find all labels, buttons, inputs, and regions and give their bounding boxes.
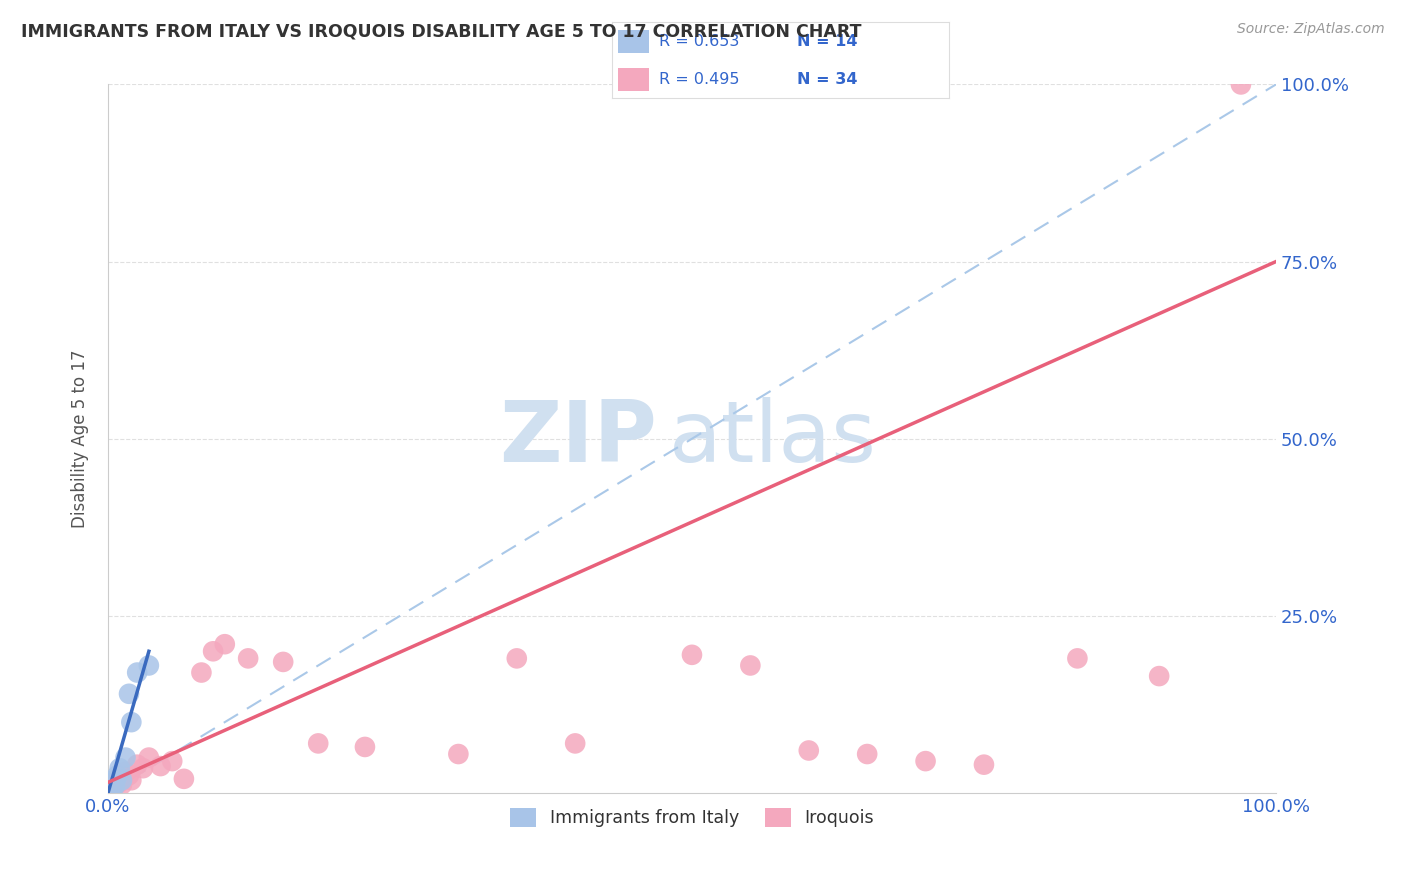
Point — [108, 775, 131, 789]
Point — [190, 665, 212, 680]
Point — [1066, 651, 1088, 665]
Point — [103, 780, 125, 795]
Point — [105, 768, 128, 782]
Point — [856, 747, 879, 761]
Text: IMMIGRANTS FROM ITALY VS IROQUOIS DISABILITY AGE 5 TO 17 CORRELATION CHART: IMMIGRANTS FROM ITALY VS IROQUOIS DISABI… — [21, 22, 862, 40]
Point — [98, 782, 121, 797]
Point — [740, 658, 762, 673]
Point — [564, 736, 586, 750]
Point — [681, 648, 703, 662]
Text: N = 34: N = 34 — [797, 71, 858, 87]
Point — [127, 757, 149, 772]
Point — [120, 773, 142, 788]
Point — [271, 655, 294, 669]
Point — [797, 743, 820, 757]
Point — [105, 772, 128, 786]
Point — [1147, 669, 1170, 683]
Point — [236, 651, 259, 665]
Point — [105, 772, 128, 786]
Point — [100, 782, 122, 797]
Point — [127, 665, 149, 680]
Y-axis label: Disability Age 5 to 17: Disability Age 5 to 17 — [72, 350, 89, 528]
Point — [307, 736, 329, 750]
Point — [173, 772, 195, 786]
FancyBboxPatch shape — [619, 68, 648, 91]
Point — [202, 644, 225, 658]
Text: Source: ZipAtlas.com: Source: ZipAtlas.com — [1237, 22, 1385, 37]
FancyBboxPatch shape — [619, 30, 648, 53]
Point — [160, 754, 183, 768]
Point — [973, 757, 995, 772]
Text: ZIP: ZIP — [499, 397, 657, 480]
Text: R = 0.495: R = 0.495 — [659, 71, 740, 87]
Point — [914, 754, 936, 768]
Text: atlas: atlas — [669, 397, 876, 480]
Point — [118, 768, 141, 782]
Point — [138, 750, 160, 764]
Point — [103, 775, 125, 789]
Point — [138, 658, 160, 673]
Point — [354, 739, 377, 754]
Point — [101, 780, 124, 795]
Point — [120, 715, 142, 730]
Point — [98, 784, 121, 798]
Point — [104, 779, 127, 793]
Point — [214, 637, 236, 651]
Point — [111, 773, 134, 788]
Point — [132, 761, 155, 775]
Point — [114, 750, 136, 764]
Text: R = 0.653: R = 0.653 — [659, 34, 740, 49]
Point — [118, 687, 141, 701]
Point — [1230, 78, 1253, 92]
Text: N = 14: N = 14 — [797, 34, 858, 49]
Point — [114, 764, 136, 779]
Point — [111, 777, 134, 791]
Point — [101, 779, 124, 793]
Point — [447, 747, 470, 761]
Legend: Immigrants from Italy, Iroquois: Immigrants from Italy, Iroquois — [502, 801, 882, 834]
Point — [108, 761, 131, 775]
Point — [506, 651, 529, 665]
Point — [149, 759, 172, 773]
